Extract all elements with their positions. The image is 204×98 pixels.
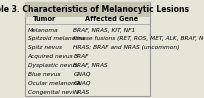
FancyBboxPatch shape bbox=[25, 2, 150, 17]
Text: BRAF, NRAS: BRAF, NRAS bbox=[73, 63, 108, 68]
Text: Spitzoid melanoma: Spitzoid melanoma bbox=[28, 36, 84, 41]
Text: Tumor: Tumor bbox=[33, 15, 56, 22]
Text: BRAF: BRAF bbox=[73, 54, 89, 59]
Text: Dysplastic nevus: Dysplastic nevus bbox=[28, 63, 77, 68]
Text: Affected Gene: Affected Gene bbox=[85, 15, 138, 22]
Text: Congenital nevi: Congenital nevi bbox=[28, 90, 74, 95]
Text: NRAS: NRAS bbox=[73, 90, 90, 95]
Text: GNAQ: GNAQ bbox=[73, 81, 91, 86]
Text: Acquired nevus: Acquired nevus bbox=[28, 54, 73, 59]
Text: Melanoma: Melanoma bbox=[28, 28, 58, 33]
Text: GNAQ: GNAQ bbox=[73, 72, 91, 77]
Text: BRAF, NRAS, KIT, NF1: BRAF, NRAS, KIT, NF1 bbox=[73, 28, 136, 33]
Text: HRAS; BRAF and NRAS (uncommon): HRAS; BRAF and NRAS (uncommon) bbox=[73, 45, 180, 50]
Text: Kinase fusions (RET, ROS, MET, ALK, BRAF, NTRK1): Kinase fusions (RET, ROS, MET, ALK, BRAF… bbox=[73, 36, 204, 41]
Text: Table 3. Characteristics of Melanocytic Lesions: Table 3. Characteristics of Melanocytic … bbox=[0, 5, 189, 14]
Text: Spitz nevus: Spitz nevus bbox=[28, 45, 62, 50]
FancyBboxPatch shape bbox=[25, 2, 150, 96]
Text: Blue nevus: Blue nevus bbox=[28, 72, 60, 77]
Text: Ocular melanoma: Ocular melanoma bbox=[28, 81, 80, 86]
